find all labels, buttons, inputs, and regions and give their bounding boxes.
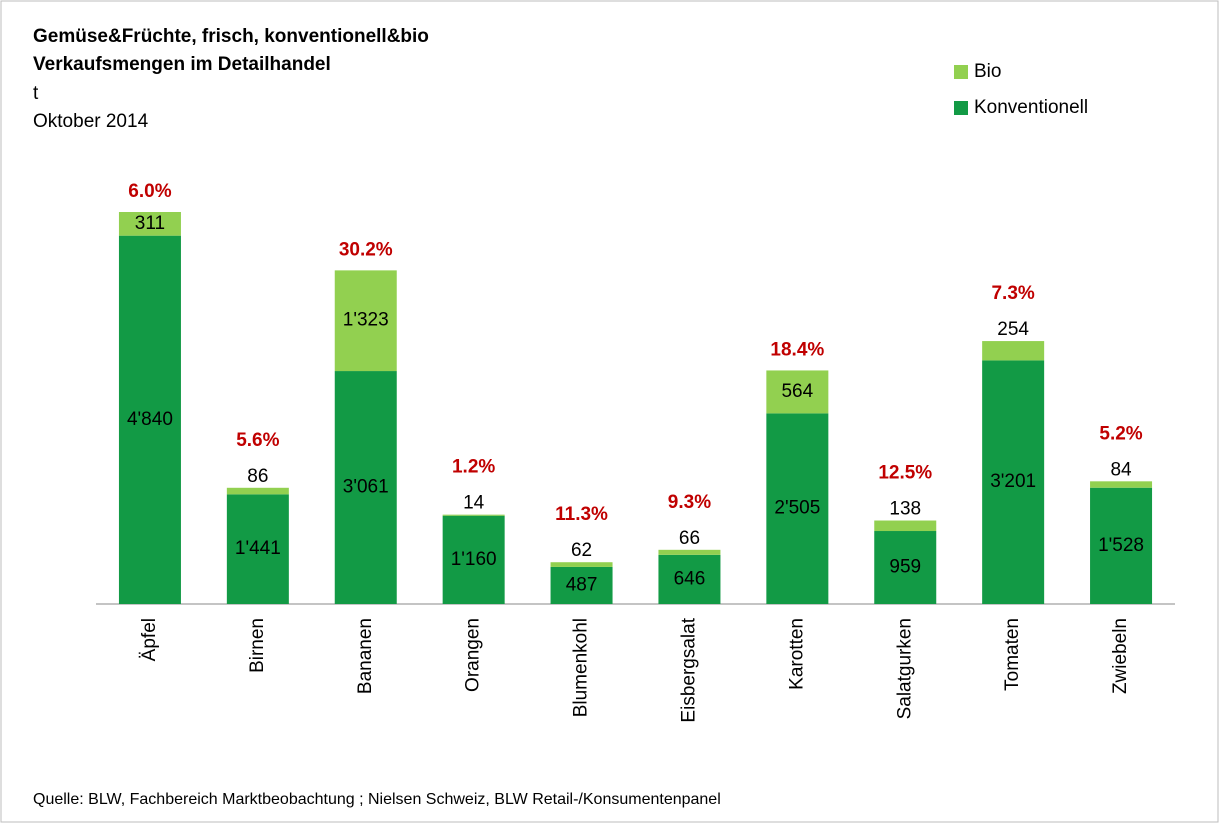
x-tick-label: Blumenkohl xyxy=(571,618,592,717)
legend-label: Bio xyxy=(974,61,1001,82)
bar-segment xyxy=(334,270,397,372)
share-label: 18.4% xyxy=(770,339,824,360)
share-label: 11.3% xyxy=(555,504,608,525)
value-label: 4'840 xyxy=(127,409,173,430)
share-label: 5.6% xyxy=(236,430,279,451)
value-label: 646 xyxy=(674,568,706,589)
bar-segment xyxy=(442,515,505,604)
value-label: 959 xyxy=(889,557,921,578)
value-label: 311 xyxy=(135,213,165,234)
unit: t xyxy=(33,83,39,104)
legend-swatch xyxy=(954,101,968,115)
share-label: 6.0% xyxy=(128,181,171,202)
value-label: 564 xyxy=(781,381,813,402)
bar-segment xyxy=(982,341,1045,361)
bar-segment xyxy=(874,520,937,532)
share-label: 7.3% xyxy=(991,283,1034,304)
value-label: 14 xyxy=(463,493,485,514)
value-label: 3'061 xyxy=(343,477,389,498)
chart-subtitle: Verkaufsmengen im Detailhandel xyxy=(33,54,331,75)
value-label: 66 xyxy=(679,528,700,549)
bar-segment xyxy=(658,549,721,555)
bar-segment xyxy=(658,554,721,604)
value-label: 487 xyxy=(566,574,598,595)
value-label: 62 xyxy=(571,540,592,561)
share-label: 9.3% xyxy=(668,492,711,513)
x-tick-label: Zwiebeln xyxy=(1110,618,1131,694)
share-label: 5.2% xyxy=(1099,423,1142,444)
bar-segment xyxy=(1090,487,1153,604)
value-label: 86 xyxy=(247,466,268,487)
value-label: 1'528 xyxy=(1098,535,1144,556)
value-label: 1'323 xyxy=(343,310,389,331)
bar-segment xyxy=(874,531,937,604)
value-label: 2'505 xyxy=(774,498,820,519)
bar-segment xyxy=(118,212,181,236)
x-tick-label: Tomaten xyxy=(1002,618,1023,691)
x-tick-label: Birnen xyxy=(247,618,268,673)
x-tick-label: Äpfel xyxy=(139,618,160,661)
bar-segment xyxy=(1090,481,1153,488)
share-label: 1.2% xyxy=(452,457,495,478)
bar-segment xyxy=(226,494,289,604)
x-tick-label: Karotten xyxy=(786,618,807,690)
legend-label: Konventionell xyxy=(974,97,1088,118)
bar-segment xyxy=(550,566,613,604)
x-tick-label: Orangen xyxy=(463,618,484,692)
bar-segment xyxy=(226,487,289,495)
value-label: 84 xyxy=(1110,459,1132,480)
bar-segment xyxy=(118,235,181,604)
bar-segment xyxy=(442,514,505,516)
value-label: 254 xyxy=(997,319,1029,340)
bar-segment xyxy=(766,413,829,604)
bar-segment xyxy=(334,371,397,604)
share-label: 30.2% xyxy=(339,239,393,260)
value-label: 3'201 xyxy=(990,471,1036,492)
period: Oktober 2014 xyxy=(33,111,149,132)
share-label: 12.5% xyxy=(878,463,932,484)
x-tick-label: Eisbergsalat xyxy=(678,617,699,722)
value-label: 1'441 xyxy=(235,538,281,559)
bar-segment xyxy=(766,370,829,414)
value-label: 1'160 xyxy=(451,549,497,570)
chart-title: Gemüse&Früchte, frisch, konventionell&bi… xyxy=(33,26,429,47)
x-tick-label: Salatgurken xyxy=(894,618,915,719)
x-tick-label: Bananen xyxy=(355,618,376,694)
bar-segment xyxy=(982,360,1045,604)
source: Quelle: BLW, Fachbereich Marktbeobachtun… xyxy=(33,791,721,808)
value-label: 138 xyxy=(889,499,921,520)
legend-swatch xyxy=(954,65,968,79)
bar-segment xyxy=(550,562,613,567)
